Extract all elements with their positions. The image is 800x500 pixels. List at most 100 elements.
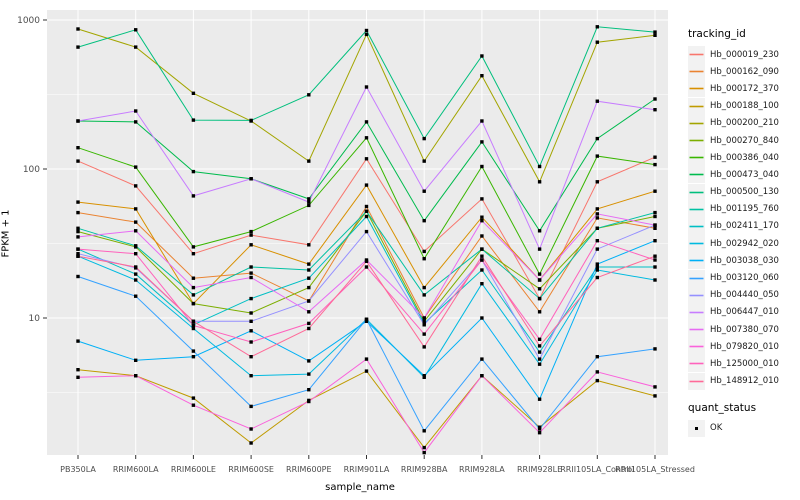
data-point-marker xyxy=(480,140,484,144)
data-point-marker xyxy=(364,229,369,234)
data-point-marker xyxy=(595,180,599,184)
legend-key xyxy=(688,372,705,390)
data-point-marker xyxy=(364,265,369,269)
data-point-marker xyxy=(595,262,599,266)
legend-key xyxy=(688,97,705,115)
legend-items: Hb_000019_230 Hb_000162_090 Hb_000172_370 H… xyxy=(688,46,798,390)
data-point-marker xyxy=(76,375,80,379)
legend-swatch-line xyxy=(689,53,704,56)
data-point-marker xyxy=(422,429,426,433)
data-point-marker xyxy=(191,349,196,353)
data-point-marker xyxy=(422,293,426,297)
data-point-marker xyxy=(653,347,657,351)
x-tick-label: PB350LA xyxy=(60,465,96,474)
legend-item: Hb_003038_030 xyxy=(688,252,798,270)
data-point-marker xyxy=(307,200,311,204)
legend-item-label: Hb_000500_130 xyxy=(710,187,779,198)
data-point-marker xyxy=(653,385,657,389)
data-point-marker xyxy=(307,262,311,266)
data-point-marker xyxy=(537,425,542,429)
x-tick-label: RRIM600PE xyxy=(286,465,332,474)
data-point-marker xyxy=(307,243,311,247)
data-point-marker xyxy=(653,33,657,37)
data-point-marker xyxy=(653,223,657,227)
data-point-marker xyxy=(537,164,542,169)
data-point-marker xyxy=(249,404,253,409)
legend-swatch-line xyxy=(689,191,704,193)
data-point-marker xyxy=(249,329,253,333)
legend-item-label: Hb_000019_230 xyxy=(710,49,779,60)
data-point-marker xyxy=(422,285,426,290)
legend-swatch-line xyxy=(689,345,704,348)
data-point-marker xyxy=(537,272,542,276)
legend-item: Hb_000200_210 xyxy=(688,114,798,132)
data-point-marker xyxy=(134,207,138,211)
data-point-marker xyxy=(653,226,657,230)
legend-key xyxy=(688,338,705,356)
data-point-marker xyxy=(653,162,657,167)
data-point-marker xyxy=(595,207,599,211)
legend-key xyxy=(688,269,705,287)
data-point-marker xyxy=(422,332,426,336)
legend-item: Hb_000386_040 xyxy=(688,149,798,167)
legend-item: Hb_007380_070 xyxy=(688,321,798,339)
data-point-marker xyxy=(364,319,369,323)
x-axis-title: sample_name xyxy=(325,482,395,493)
data-point-marker xyxy=(307,268,311,272)
legend-item: Hb_006447_010 xyxy=(688,303,798,321)
data-point-marker xyxy=(595,268,599,272)
data-point-marker xyxy=(307,388,311,392)
data-point-marker xyxy=(480,268,484,272)
legend-item: Hb_125000_010 xyxy=(688,355,798,373)
data-point-marker xyxy=(537,344,542,348)
data-point-marker xyxy=(364,136,369,140)
data-point-marker xyxy=(653,278,657,282)
data-point-marker xyxy=(595,370,599,374)
data-point-marker xyxy=(364,183,369,187)
data-point-marker xyxy=(364,28,369,33)
legend-item-label: Hb_000172_370 xyxy=(710,83,779,94)
data-point-marker xyxy=(134,165,138,169)
data-point-marker xyxy=(76,45,80,49)
data-point-marker xyxy=(307,359,311,363)
data-point-marker xyxy=(537,310,542,314)
legend-swatch-line xyxy=(689,174,704,176)
data-point-marker xyxy=(76,229,80,234)
data-point-marker xyxy=(191,323,196,328)
data-point-marker xyxy=(76,274,80,279)
legend-key xyxy=(688,149,705,167)
data-point-marker xyxy=(537,357,542,361)
data-point-marker xyxy=(480,215,484,219)
data-point-marker xyxy=(191,301,196,306)
data-point-marker xyxy=(595,212,599,216)
legend-swatch-line xyxy=(689,122,704,125)
legend-item: Hb_000172_370 xyxy=(688,80,798,98)
legend-key xyxy=(688,46,705,64)
data-point-marker xyxy=(191,118,196,122)
data-point-marker xyxy=(480,119,484,123)
legend-key xyxy=(688,114,705,132)
data-point-marker xyxy=(653,97,657,101)
legend-key xyxy=(688,321,705,339)
data-point-marker xyxy=(595,216,599,220)
legend-item-label: Hb_007380_070 xyxy=(710,324,779,335)
data-point-marker xyxy=(191,355,196,359)
legend-swatch-line xyxy=(689,277,704,279)
legend-item: Hb_000270_840 xyxy=(688,132,798,150)
legend-key xyxy=(688,63,705,81)
data-point-marker xyxy=(422,249,426,254)
legend-key xyxy=(688,166,705,184)
y-tick-label: 1000 xyxy=(17,16,40,26)
legend-swatch-line xyxy=(689,208,704,211)
data-point-marker xyxy=(422,136,426,141)
legend-swatch-line xyxy=(689,242,704,245)
legend-item-label: Hb_125000_010 xyxy=(710,358,779,369)
legend-swatch-line xyxy=(689,380,704,382)
legend-item-label: Hb_006447_010 xyxy=(710,307,779,318)
data-point-marker xyxy=(307,285,311,290)
legend-item-label: Hb_000162_090 xyxy=(710,66,779,77)
data-point-marker xyxy=(595,265,599,269)
data-point-marker xyxy=(595,154,599,158)
data-point-marker xyxy=(134,220,138,224)
